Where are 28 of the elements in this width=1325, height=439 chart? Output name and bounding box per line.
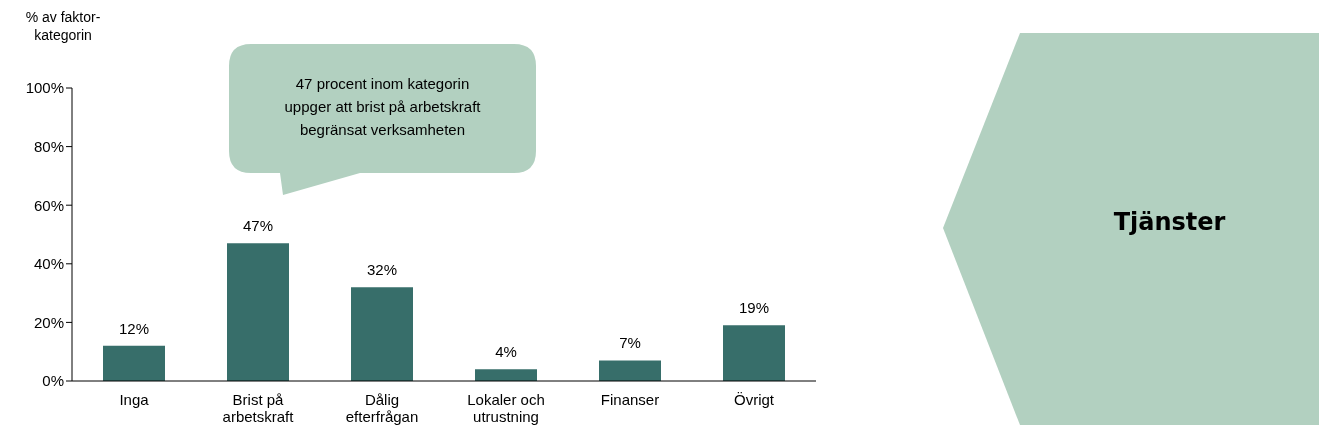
x-tick-label: Inga	[119, 391, 150, 408]
x-tick-label: Dålig efterfrågan	[345, 391, 419, 425]
data-label: 4%	[495, 343, 517, 361]
bar	[475, 369, 537, 381]
y-axis-title: % av faktor-kategorin	[24, 8, 102, 44]
x-tick-label: Finanser	[600, 391, 660, 408]
bar	[599, 360, 661, 381]
bar	[227, 243, 289, 381]
data-label: 12%	[118, 319, 150, 337]
x-tick-label: Lokaler och utrustning	[467, 391, 545, 425]
annotation: 47 procent inom kategorin uppger att brist på arbetskraft begränsat verksamheten	[284, 75, 482, 138]
data-label: 32%	[366, 261, 398, 279]
x-tick-label: Brist på arbetskraft	[222, 391, 295, 425]
bar	[723, 325, 785, 381]
y-tick-label: 100%	[25, 79, 64, 97]
data-label: 19%	[738, 299, 770, 317]
x-tick-label: Övrigt	[733, 391, 775, 408]
y-tick-label: 20%	[33, 313, 64, 331]
bar	[103, 345, 165, 381]
data-label: 47%	[242, 217, 274, 235]
data-label: 7%	[619, 334, 641, 352]
y-tick-label: 80%	[33, 137, 64, 155]
speech-bubble: 47 procent inom kategorin uppger att brist på arbetskraft begränsat verksamheten	[229, 44, 536, 195]
y-tick-label: 60%	[33, 196, 64, 214]
y-tick-label: 40%	[33, 255, 64, 273]
bar	[351, 287, 413, 381]
y-tick-label: 0%	[42, 372, 64, 390]
text: Tjänster	[1112, 208, 1227, 236]
